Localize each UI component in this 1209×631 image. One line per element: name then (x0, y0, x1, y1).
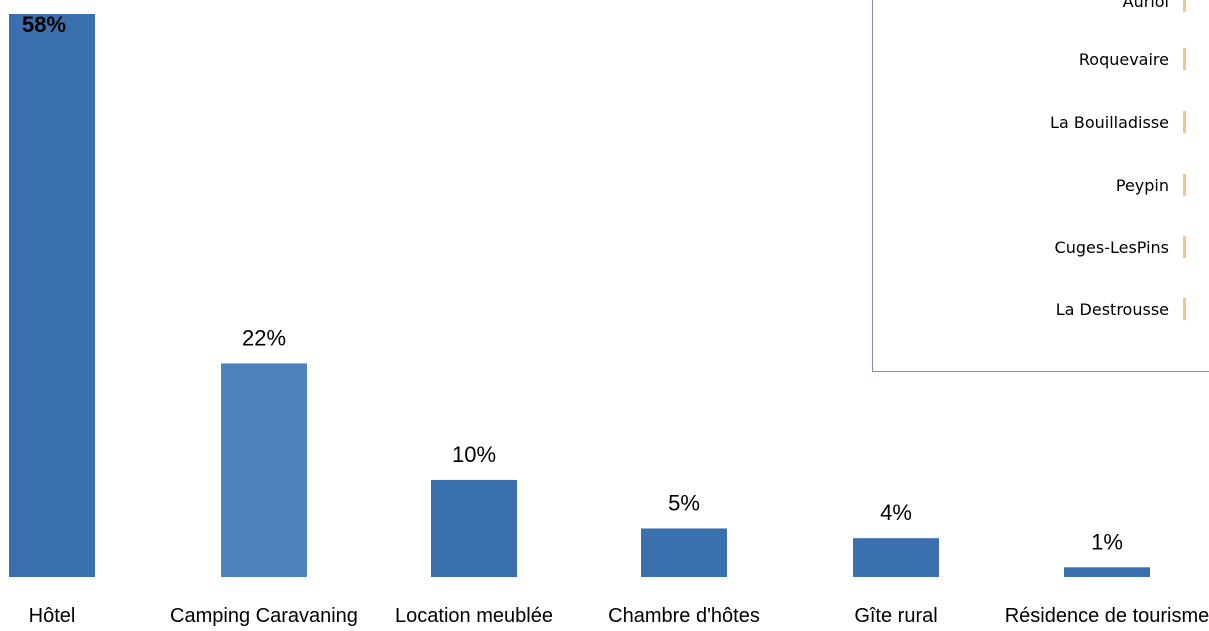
bar-value-label: 10% (452, 442, 496, 467)
legend-item: La Destrousse (1056, 297, 1186, 321)
legend-swatch (1183, 174, 1186, 196)
bar (1064, 567, 1150, 577)
legend-swatch (1183, 0, 1186, 12)
legend-label: Peypin (1115, 175, 1169, 195)
bar (431, 479, 517, 577)
bar-value-label: 5% (668, 490, 700, 515)
category-label: Gîte rural (854, 605, 937, 627)
bar-value-label: 4% (880, 500, 912, 525)
bar (641, 528, 727, 577)
legend: Auriol Roquevaire La Bouilladisse Peypin… (872, 0, 1209, 372)
category-label: Location meublée (395, 605, 553, 627)
legend-item: Auriol (1123, 0, 1186, 13)
legend-item: Roquevaire (1079, 47, 1186, 71)
legend-label: Auriol (1122, 0, 1169, 11)
category-label: Résidence de tourisme (1005, 605, 1209, 627)
bar (221, 363, 307, 577)
legend-item: Peypin (1116, 173, 1186, 197)
legend-swatch (1183, 111, 1186, 133)
legend-label: Cuges-LesPins (1054, 237, 1169, 257)
legend-swatch (1183, 298, 1186, 320)
bar-value-label: 1% (1091, 529, 1123, 554)
legend-item: La Bouilladisse (1050, 110, 1186, 134)
category-label: Chambre d'hôtes (608, 605, 760, 627)
legend-swatch (1183, 48, 1186, 70)
bar (853, 538, 939, 577)
category-label: Camping Caravaning (170, 605, 358, 627)
legend-label: Roquevaire (1078, 49, 1169, 69)
legend-label: La Bouilladisse (1050, 112, 1169, 132)
category-label: Hôtel (29, 605, 76, 627)
bar-value-label: 22% (242, 325, 286, 350)
legend-label: La Destrousse (1055, 299, 1169, 319)
legend-item: Cuges-LesPins (1055, 235, 1186, 259)
bar (9, 14, 95, 577)
legend-swatch (1183, 236, 1186, 258)
bar-value-label: 58% (22, 12, 66, 37)
